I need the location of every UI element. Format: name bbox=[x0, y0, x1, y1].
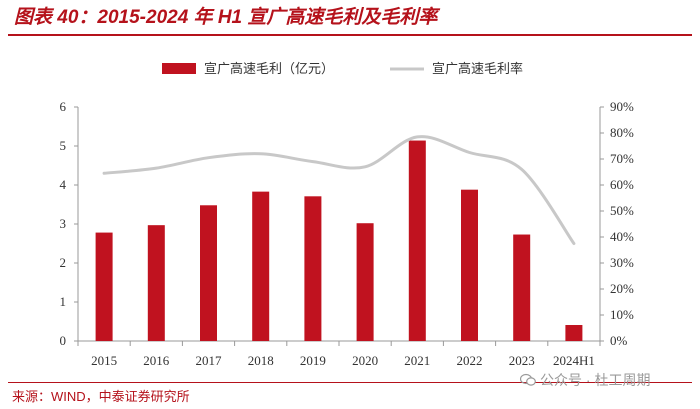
y-left-tick-label: 2 bbox=[60, 255, 67, 270]
chart: 宣广高速毛利（亿元） 宣广高速毛利率 01234560%10%20%30%40%… bbox=[60, 61, 635, 368]
title-rule bbox=[8, 34, 692, 36]
legend-label-line: 宣广高速毛利率 bbox=[432, 61, 523, 76]
bar bbox=[513, 234, 531, 341]
x-tick-label: 2022 bbox=[457, 353, 483, 368]
y-right-tick-label: 10% bbox=[610, 307, 634, 322]
margin-line bbox=[102, 135, 576, 245]
legend: 宣广高速毛利（亿元） 宣广高速毛利率 bbox=[162, 61, 523, 76]
y-left-tick-label: 5 bbox=[60, 138, 67, 153]
bar bbox=[461, 189, 478, 341]
source-note: 来源：WIND，中泰证券研究所 bbox=[12, 389, 190, 404]
y-right-tick-label: 0% bbox=[610, 333, 628, 348]
x-tick-label: 2020 bbox=[352, 353, 378, 368]
x-tick-label: 2016 bbox=[143, 353, 170, 368]
y-left-tick-label: 3 bbox=[60, 216, 67, 231]
y-left-tick-label: 1 bbox=[60, 294, 67, 309]
bar bbox=[147, 225, 165, 341]
y-right-tick-label: 30% bbox=[610, 255, 634, 270]
y-right-tick-label: 20% bbox=[610, 281, 634, 296]
axes: 01234560%10%20%30%40%50%60%70%80%90%2015… bbox=[60, 99, 635, 368]
bar-series bbox=[95, 140, 583, 341]
bar bbox=[356, 223, 374, 341]
y-left-tick-label: 6 bbox=[60, 99, 67, 114]
y-left-tick-label: 4 bbox=[60, 177, 67, 192]
x-tick-label: 2017 bbox=[196, 353, 223, 368]
source-rule bbox=[8, 382, 692, 383]
legend-label-bar: 宣广高速毛利（亿元） bbox=[204, 61, 334, 76]
y-right-tick-label: 60% bbox=[610, 177, 634, 192]
line-series bbox=[102, 135, 576, 245]
y-right-tick-label: 80% bbox=[610, 125, 634, 140]
y-right-tick-label: 70% bbox=[610, 151, 634, 166]
y-right-tick-label: 90% bbox=[610, 99, 634, 114]
bar bbox=[252, 191, 270, 341]
figure-title: 图表 40：2015-2024 年 H1 宣广高速毛利及毛利率 bbox=[14, 7, 438, 28]
y-right-tick-label: 50% bbox=[610, 203, 634, 218]
x-tick-label: 2019 bbox=[300, 353, 326, 368]
y-right-tick-label: 40% bbox=[610, 229, 634, 244]
y-left-tick-label: 0 bbox=[60, 333, 67, 348]
bar bbox=[304, 196, 322, 341]
bar bbox=[95, 232, 113, 341]
bar bbox=[565, 325, 583, 341]
watermark-text: 公众号 · 杜工周期 bbox=[540, 372, 651, 388]
x-tick-label: 2024H1 bbox=[553, 353, 595, 368]
watermark: 公众号 · 杜工周期 bbox=[520, 370, 650, 390]
x-tick-label: 2018 bbox=[248, 353, 274, 368]
x-tick-label: 2021 bbox=[404, 353, 430, 368]
bar bbox=[408, 140, 426, 341]
x-tick-label: 2023 bbox=[509, 353, 535, 368]
legend-swatch-bar bbox=[162, 63, 196, 74]
x-tick-label: 2015 bbox=[91, 353, 117, 368]
bar bbox=[200, 205, 217, 341]
wechat-icon bbox=[520, 373, 536, 386]
